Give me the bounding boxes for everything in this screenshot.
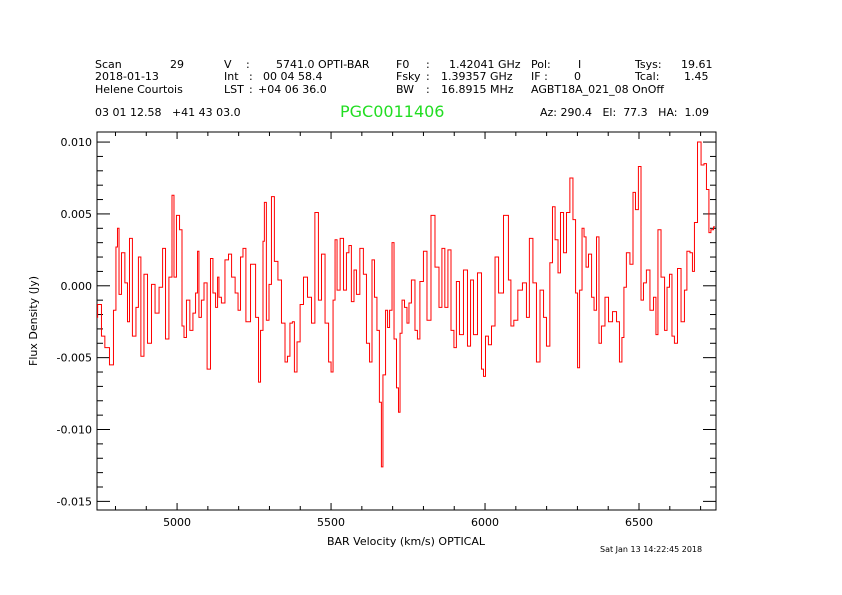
y-tick-label: -0.005 [57,352,92,365]
int-value: 00 04 58.4 [263,70,323,83]
f0-value: 1.42041 GHz [449,58,521,71]
axis-ticks [97,132,716,510]
observer-name: Helene Courtois [95,83,183,96]
x-tick-label: 6500 [625,516,653,529]
tsys-value: 19.61 [681,58,713,71]
bw-value: 16.8915 MHz [441,83,514,96]
scan-label: Scan [95,58,122,71]
plot-frame [96,131,717,511]
velocity-label: V [224,58,232,71]
tick-labels: 5000 5500 6000 6500 0.010 0.005 0.000 -0.005 -0.… [57,136,653,529]
x-axis-label: BAR Velocity (km/s) OPTICAL [327,535,486,548]
tcal-label: Tcal: [635,70,660,83]
spectrum-line [97,141,716,468]
tsys-label: Tsys: [635,58,662,71]
source-name: PGC0011406 [340,102,445,121]
y-tick-label: 0.000 [61,280,93,293]
lst-sep: : [249,83,253,96]
lst-value: +04 06 36.0 [258,83,327,96]
project-id: AGBT18A_021_08 OnOff [531,83,664,96]
if-value: 0 [574,70,581,83]
y-tick-label: 0.010 [61,136,93,149]
plot-timestamp: Sat Jan 13 14:22:45 2018 [600,545,702,554]
velocity-sep: : [246,58,250,71]
scan-value: 29 [170,58,184,71]
if-label: IF : [531,70,548,83]
x-tick-label: 5500 [317,516,345,529]
obs-date: 2018-01-13 [95,70,159,83]
bw-sep: : [426,83,430,96]
y-axis-label: Flux Density (Jy) [27,276,40,366]
tcal-value: 1.45 [684,70,709,83]
int-sep: : [249,70,253,83]
fsky-label: Fsky [396,70,421,83]
y-tick-label: 0.005 [61,208,93,221]
pol-value: I [578,58,582,71]
y-tick-label: -0.015 [57,495,92,508]
pol-label: Pol: [531,58,551,71]
y-tick-label: -0.010 [57,424,92,437]
x-tick-label: 6000 [471,516,499,529]
f0-label: F0 [396,58,410,71]
f0-sep: : [426,58,430,71]
az-el-ha: Az: 290.4 El: 77.3 HA: 1.09 [540,106,709,119]
velocity-value: 5741.0 OPTI-BAR [276,58,370,71]
fsky-sep: : [426,70,430,83]
source-coordinates: 03 01 12.58 +41 43 03.0 [95,106,241,119]
x-tick-label: 5000 [163,516,191,529]
bw-label: BW [396,83,415,96]
lst-label: LST [224,83,244,96]
int-label: Int [224,70,239,83]
fsky-value: 1.39357 GHz [441,70,513,83]
